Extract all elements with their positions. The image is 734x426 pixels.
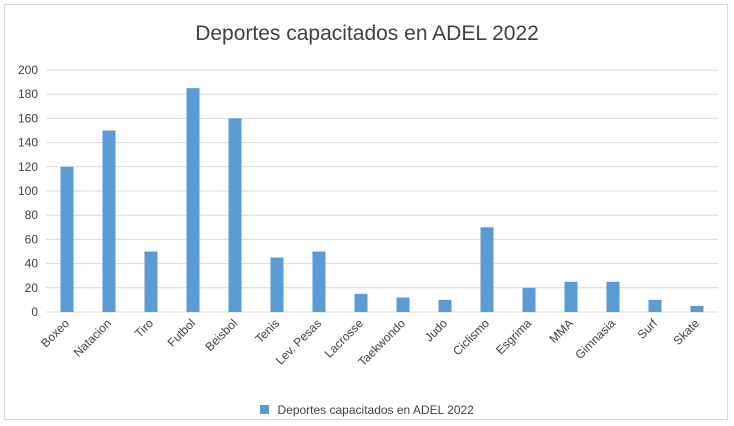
bar-surf: [648, 299, 662, 312]
x-tick-label: Lev. Pesas: [273, 316, 324, 367]
bar-natacion: [102, 130, 116, 312]
bar-mma: [564, 281, 578, 312]
x-tick-label: Boxeo: [38, 316, 72, 350]
bar-beisbol: [228, 118, 242, 313]
legend: Deportes capacitados en ADEL 2022: [0, 402, 734, 417]
y-tick-label: 20: [25, 281, 39, 295]
x-tick-label: Futbol: [165, 316, 198, 349]
y-tick-label: 180: [18, 87, 38, 101]
bar-lacrosse: [354, 293, 368, 312]
bar-gimnasia: [606, 281, 620, 312]
x-tick-label: Natacion: [71, 316, 114, 359]
bar-taekwondo: [396, 297, 410, 312]
legend-swatch: [260, 405, 270, 415]
y-tick-label: 40: [25, 257, 39, 271]
x-tick-label: Judo: [422, 316, 451, 345]
bar-judo: [438, 299, 452, 312]
x-tick-label: Tenis: [252, 316, 282, 346]
chart-frame: [4, 4, 728, 420]
bar-ciclismo: [480, 227, 494, 312]
y-tick-label: 80: [25, 208, 39, 222]
y-tick-label: 160: [18, 111, 38, 125]
x-tick-label: Tiro: [132, 316, 156, 340]
y-tick-label: 120: [18, 160, 38, 174]
legend-label: Deportes capacitados en ADEL 2022: [277, 402, 474, 417]
bar-tiro: [144, 251, 158, 312]
y-tick-label: 140: [18, 136, 38, 150]
bar-skate: [690, 305, 704, 312]
x-tick-label: MMA: [546, 316, 576, 346]
x-tick-label: Ciclismo: [450, 316, 492, 358]
y-tick-label: 200: [18, 63, 38, 77]
x-tick-label: Esgrima: [493, 316, 534, 357]
x-tick-label: Skate: [671, 316, 703, 348]
y-tick-label: 60: [25, 232, 39, 246]
x-tick-label: Gimnasia: [572, 316, 618, 362]
bar-tenis: [270, 257, 284, 312]
bar-futbol: [186, 88, 200, 313]
chart-title: Deportes capacitados en ADEL 2022: [195, 22, 539, 45]
y-tick-label: 100: [18, 184, 38, 198]
x-tick-label: Surf: [635, 316, 661, 342]
x-tick-label: Beisbol: [202, 316, 240, 354]
bar-lev-pesas: [312, 251, 326, 312]
y-tick-label: 0: [31, 305, 38, 319]
bar-esgrima: [522, 287, 536, 312]
bar-boxeo: [60, 166, 74, 312]
